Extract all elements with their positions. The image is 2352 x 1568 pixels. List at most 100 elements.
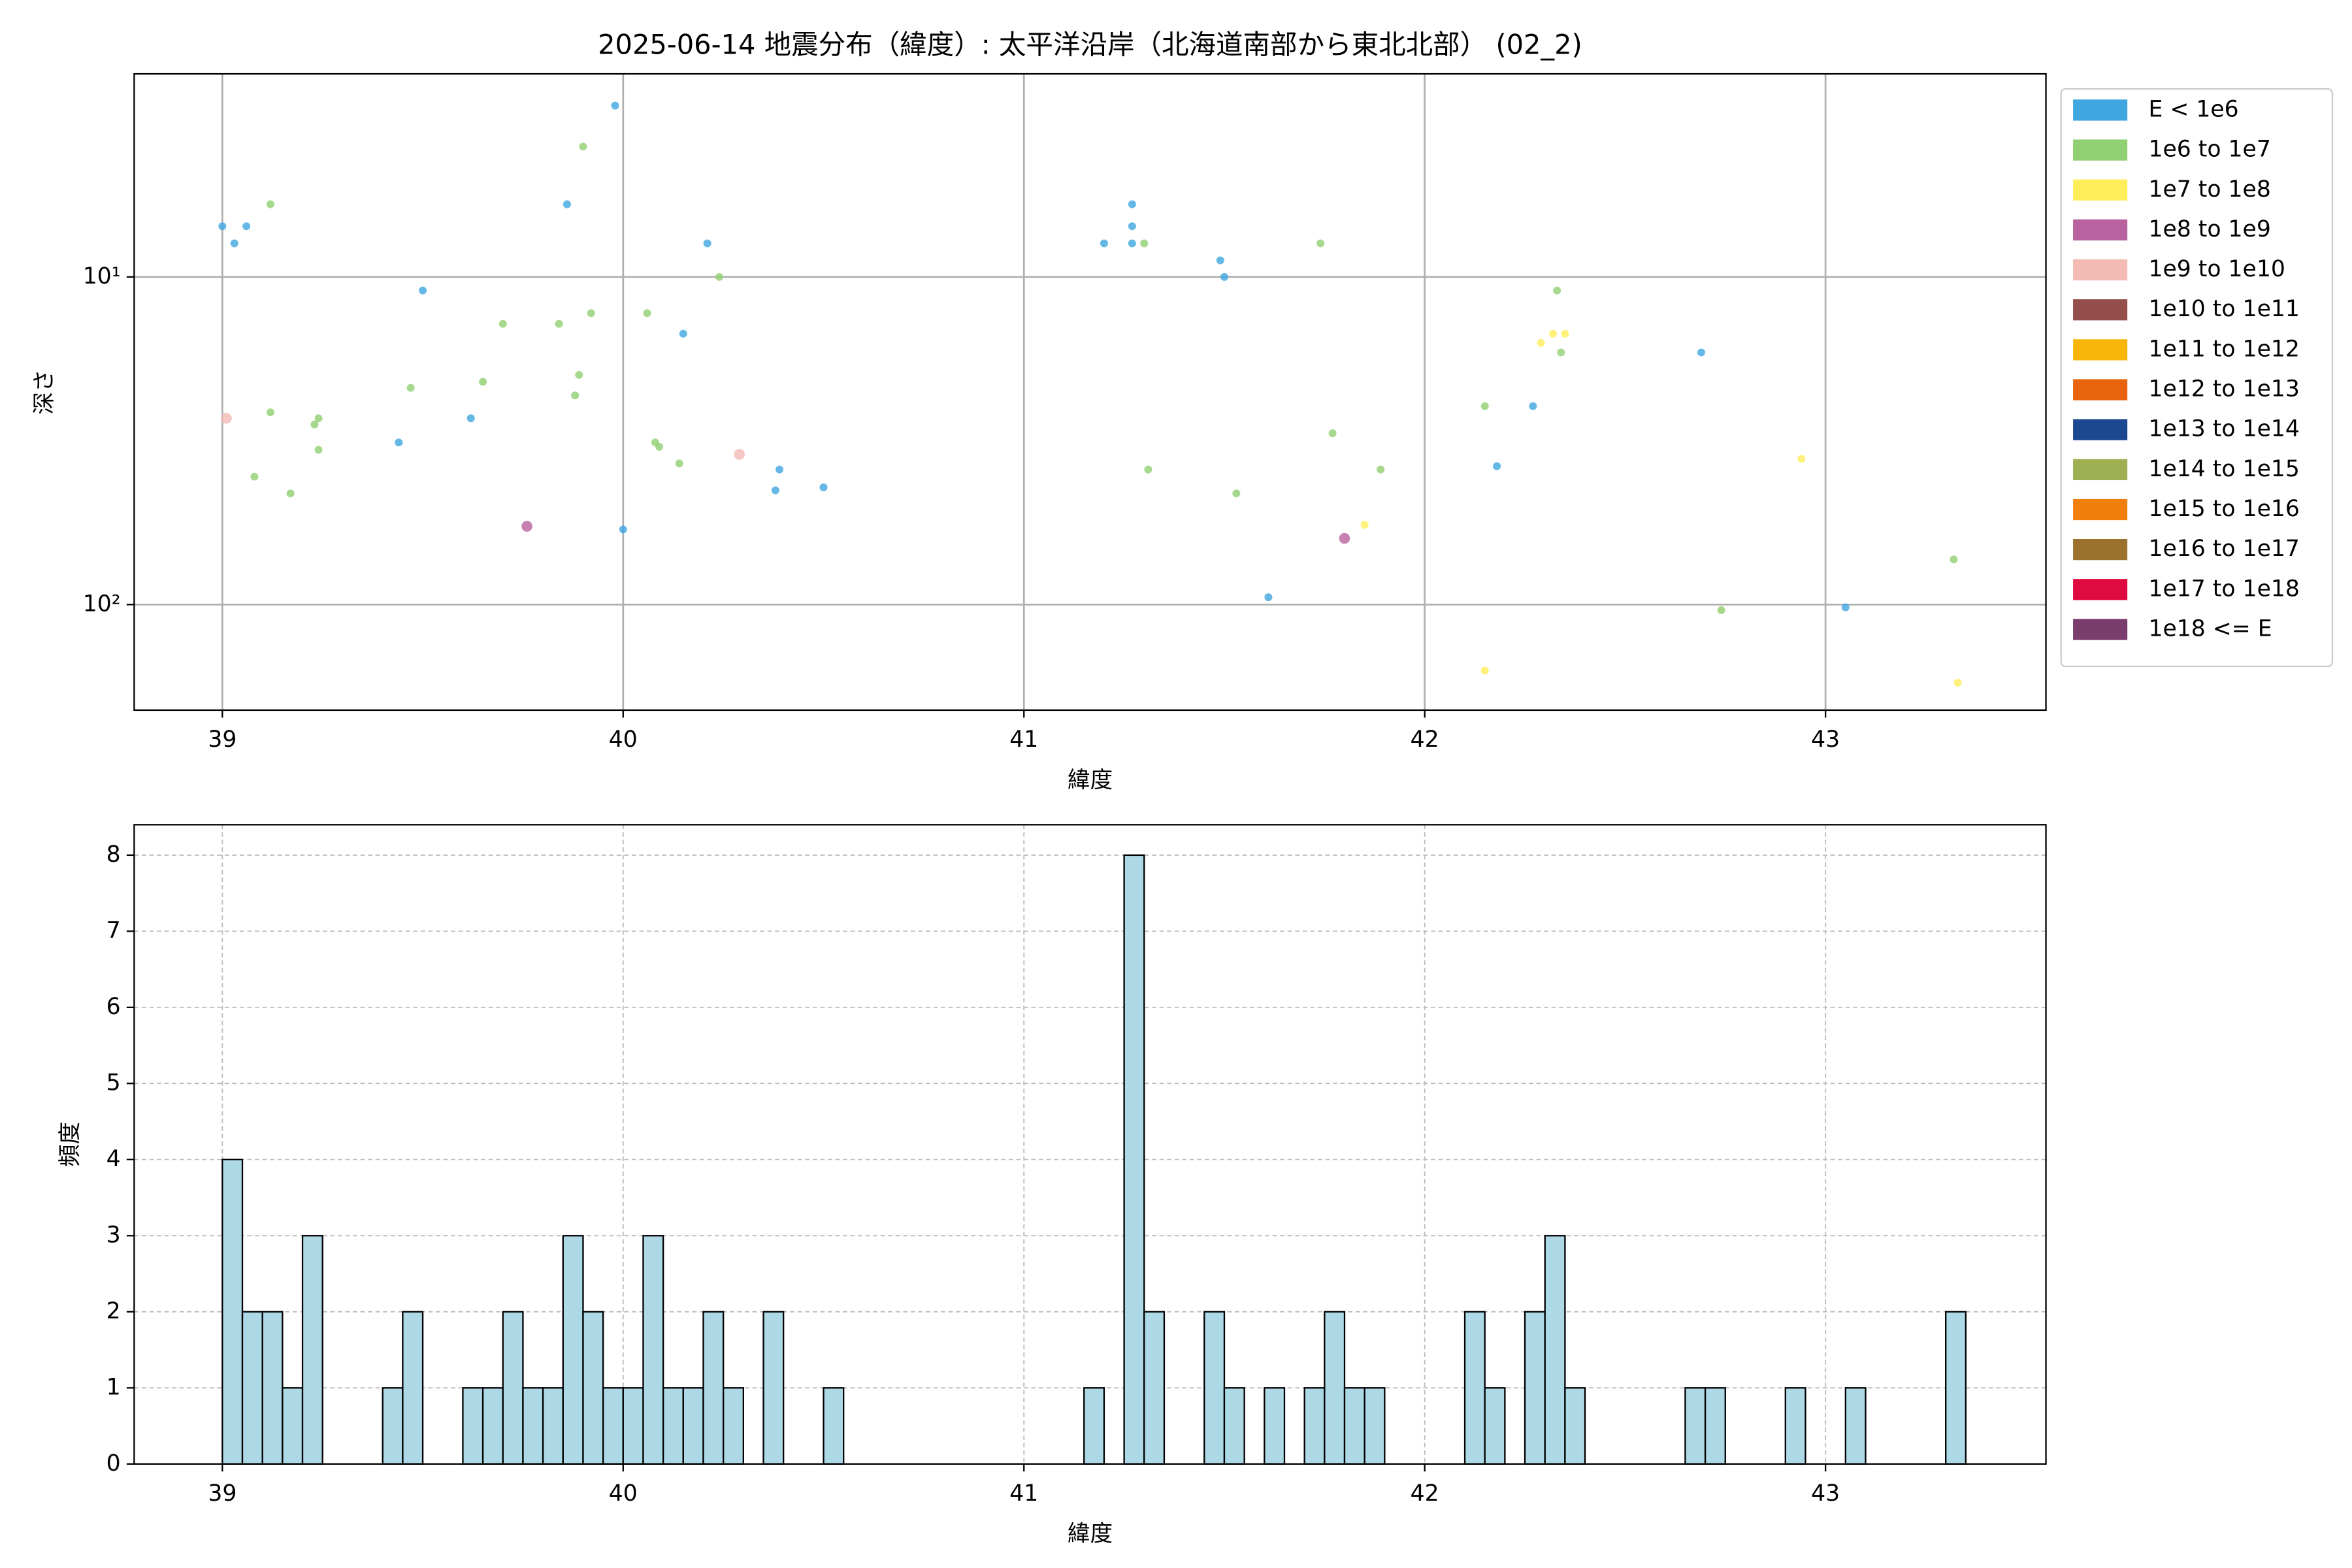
scatter-point bbox=[242, 222, 251, 231]
scatter-point bbox=[575, 370, 583, 379]
scatter-point bbox=[1529, 402, 1537, 410]
legend-swatch bbox=[2073, 139, 2128, 161]
scatter-point bbox=[771, 486, 779, 495]
scatter-point bbox=[1697, 348, 1705, 357]
legend-swatch bbox=[2073, 99, 2128, 121]
scatter-point bbox=[1100, 239, 1108, 248]
y-tick-label: 10¹ bbox=[83, 263, 121, 289]
x-tick-label: 41 bbox=[1009, 727, 1038, 753]
scatter-point bbox=[1220, 272, 1228, 281]
scatter-point bbox=[1128, 222, 1136, 231]
scatter-point bbox=[1950, 555, 1958, 564]
histogram-bar bbox=[261, 1311, 284, 1465]
scatter-point bbox=[1553, 286, 1561, 295]
scatter-point bbox=[715, 272, 724, 281]
plot-frame bbox=[133, 824, 2047, 1465]
scatter-point bbox=[675, 459, 683, 468]
scatter-point bbox=[286, 489, 295, 498]
histogram-bar bbox=[482, 1387, 504, 1465]
x-tick-label: 39 bbox=[208, 1480, 237, 1507]
scatter-point bbox=[266, 200, 274, 208]
legend-swatch bbox=[2073, 339, 2128, 361]
histogram-bar bbox=[762, 1311, 785, 1465]
histogram-bar bbox=[1844, 1387, 1867, 1465]
histogram-bar bbox=[1303, 1387, 1326, 1465]
histogram-bar bbox=[1223, 1387, 1245, 1465]
x-tick-label: 40 bbox=[609, 727, 638, 753]
scatter-point bbox=[406, 384, 415, 392]
y-tick-label: 5 bbox=[106, 1070, 121, 1096]
histogram-bar bbox=[221, 1158, 244, 1465]
legend-label: 1e18 <= E bbox=[2148, 615, 2272, 642]
scatter-point bbox=[1144, 465, 1152, 474]
histogram-bar bbox=[1484, 1387, 1506, 1465]
legend-label: 1e8 to 1e9 bbox=[2148, 216, 2270, 242]
scatter-point bbox=[1561, 329, 1569, 338]
histogram-bar bbox=[402, 1311, 424, 1465]
y-axis-label: 頻度 bbox=[57, 1122, 83, 1167]
scatter-point bbox=[521, 521, 532, 532]
histogram-bar bbox=[1343, 1387, 1365, 1465]
histogram-bar bbox=[1784, 1387, 1806, 1465]
chart-title: 2025-06-14 地震分布（緯度）: 太平洋沿岸（北海道南部から東北北部） … bbox=[598, 29, 1582, 61]
scatter-point bbox=[679, 329, 687, 338]
scatter-point bbox=[1480, 666, 1489, 675]
legend-label: 1e17 to 1e18 bbox=[2148, 576, 2299, 602]
legend-swatch bbox=[2073, 179, 2128, 201]
scatter-point bbox=[1493, 462, 1501, 470]
y-tick-label: 7 bbox=[106, 917, 121, 943]
y-tick-label: 3 bbox=[106, 1222, 121, 1248]
scatter-point bbox=[703, 239, 711, 248]
x-tick-label: 42 bbox=[1411, 1480, 1439, 1507]
legend-label: 1e9 to 1e10 bbox=[2148, 256, 2285, 282]
scatter-point bbox=[1377, 465, 1385, 474]
scatter-point bbox=[643, 309, 651, 318]
histogram-bar bbox=[1364, 1387, 1386, 1465]
x-axis-label: 緯度 bbox=[1068, 1521, 1113, 1547]
y-tick-label: 2 bbox=[106, 1298, 121, 1324]
legend-label: 1e6 to 1e7 bbox=[2148, 137, 2270, 163]
scatter-point bbox=[1953, 678, 1962, 687]
histogram-bar bbox=[823, 1387, 845, 1465]
histogram-bar bbox=[241, 1311, 263, 1465]
scatter-point bbox=[419, 286, 427, 295]
histogram-bar bbox=[1324, 1311, 1346, 1465]
histogram-bar bbox=[622, 1387, 644, 1465]
histogram-bar bbox=[1143, 1311, 1166, 1465]
legend-label: E < 1e6 bbox=[2148, 96, 2238, 122]
histogram-bar bbox=[642, 1235, 664, 1465]
legend-label: 1e15 to 1e16 bbox=[2148, 496, 2299, 522]
scatter-point bbox=[218, 222, 227, 231]
legend-swatch bbox=[2073, 259, 2128, 281]
y-tick-label: 1 bbox=[106, 1374, 121, 1400]
scatter-point bbox=[230, 239, 238, 248]
histogram-bar bbox=[542, 1387, 564, 1465]
legend-swatch bbox=[2073, 459, 2128, 480]
y-tick-label: 6 bbox=[106, 994, 121, 1020]
scatter-point bbox=[587, 309, 595, 318]
legend-swatch bbox=[2073, 498, 2128, 521]
histogram-bar bbox=[1544, 1235, 1566, 1465]
histogram-bar bbox=[702, 1311, 725, 1465]
histogram-bar bbox=[282, 1387, 304, 1465]
x-tick-label: 39 bbox=[208, 727, 237, 753]
x-tick-label: 41 bbox=[1009, 1480, 1038, 1507]
x-tick-label: 43 bbox=[1811, 727, 1840, 753]
scatter-point bbox=[1216, 256, 1224, 265]
x-axis-label: 緯度 bbox=[1068, 767, 1113, 793]
histogram-bar bbox=[723, 1387, 744, 1465]
scatter-point bbox=[1264, 593, 1273, 602]
scatter-point bbox=[466, 414, 475, 423]
legend-label: 1e13 to 1e14 bbox=[2148, 416, 2299, 442]
legend-label: 1e11 to 1e12 bbox=[2148, 336, 2299, 362]
legend-swatch bbox=[2073, 299, 2128, 321]
scatter-point bbox=[314, 414, 323, 423]
y-axis-label: 深さ bbox=[31, 369, 57, 414]
histogram-bar bbox=[1203, 1311, 1226, 1465]
scatter-point bbox=[1128, 200, 1136, 208]
legend-label: 1e16 to 1e17 bbox=[2148, 536, 2299, 562]
histogram-bar bbox=[301, 1235, 323, 1465]
legend-box bbox=[2060, 88, 2334, 668]
scatter-point bbox=[619, 525, 627, 534]
